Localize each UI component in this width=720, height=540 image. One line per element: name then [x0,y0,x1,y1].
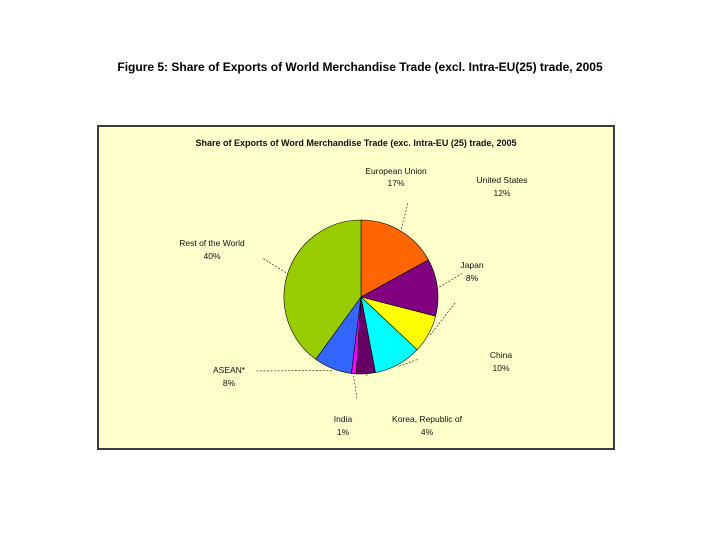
chart-title: Share of Exports of Word Merchandise Tra… [196,138,517,148]
chart-area: Share of Exports of Word Merchandise Tra… [97,125,615,450]
leader-line-korea-republic-of [365,370,372,377]
slice-value-european-union: 17% [387,178,404,188]
pie-chart: Share of Exports of Word Merchandise Tra… [179,138,527,437]
slice-value-india: 1% [337,427,350,437]
slice-name-korea-republic-of: Korea, Republic of [392,414,463,424]
leader-line-rest-of-the-world [261,257,287,273]
leader-line-european-union [400,202,409,230]
slice-value-japan: 8% [466,273,479,283]
figure-caption: Figure 5: Share of Exports of World Merc… [117,60,603,74]
leader-line-india [353,375,358,400]
slice-value-china: 10% [492,363,509,373]
slice-name-asean: ASEAN* [213,365,246,375]
slice-labels: European Union 17% United States 12% Japan 8%… [179,166,527,437]
slice-name-rest-of-the-world: Rest of the World [179,238,245,248]
slice-name-united-states: United States [476,175,527,185]
slice-value-united-states: 12% [493,188,510,198]
slice-name-china: China [490,350,512,360]
pie-slices [283,219,439,375]
leader-line-united-states [439,272,464,288]
slice-name-india: India [334,414,353,424]
leader-lines [254,202,464,400]
pie-slice-rest-of-the-world [283,219,362,360]
leader-line-china [398,358,420,367]
slice-value-asean: 8% [223,378,236,388]
slice-name-european-union: European Union [365,166,427,176]
slice-value-rest-of-the-world: 40% [203,251,220,261]
slice-name-japan: Japan [460,260,483,270]
pie-slice-european-union [360,219,429,298]
leader-line-asean [254,370,332,372]
slice-value-korea-republic-of: 4% [421,427,434,437]
